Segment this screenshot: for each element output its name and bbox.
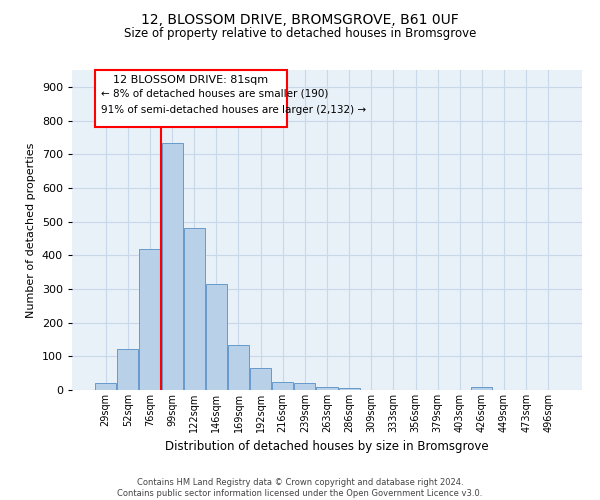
Bar: [118, 349, 139, 390]
Bar: [338, 388, 359, 390]
Text: 12, BLOSSOM DRIVE, BROMSGROVE, B61 0UF: 12, BLOSSOM DRIVE, BROMSGROVE, B61 0UF: [141, 12, 459, 26]
Bar: [206, 284, 227, 390]
Bar: [295, 382, 316, 390]
Bar: [184, 228, 205, 390]
Bar: [472, 386, 493, 390]
Bar: [139, 248, 160, 390]
Bar: [161, 143, 182, 390]
Y-axis label: Number of detached properties: Number of detached properties: [26, 142, 36, 318]
Text: ← 8% of detached houses are smaller (190): ← 8% of detached houses are smaller (190…: [101, 89, 328, 99]
X-axis label: Distribution of detached houses by size in Bromsgrove: Distribution of detached houses by size …: [165, 440, 489, 454]
Bar: [228, 345, 249, 390]
Bar: [316, 386, 338, 390]
Text: 91% of semi-detached houses are larger (2,132) →: 91% of semi-detached houses are larger (…: [101, 105, 366, 115]
Text: Contains HM Land Registry data © Crown copyright and database right 2024.
Contai: Contains HM Land Registry data © Crown c…: [118, 478, 482, 498]
Bar: [250, 368, 271, 390]
Text: 12 BLOSSOM DRIVE: 81sqm: 12 BLOSSOM DRIVE: 81sqm: [113, 75, 268, 85]
Bar: [272, 382, 293, 390]
Text: Size of property relative to detached houses in Bromsgrove: Size of property relative to detached ho…: [124, 28, 476, 40]
Bar: [95, 384, 116, 390]
